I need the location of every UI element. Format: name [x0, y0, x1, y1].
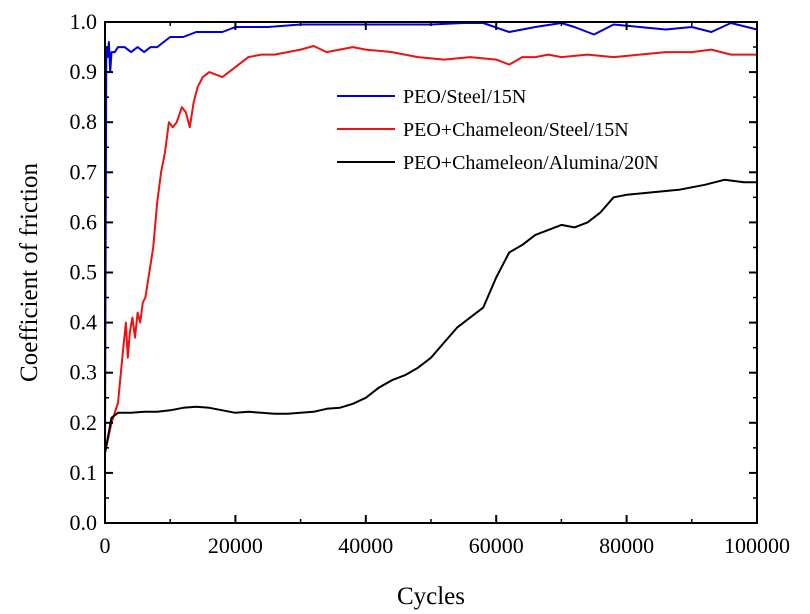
legend-label-1: PEO/Steel/15N	[403, 86, 526, 108]
y-tick-label: 0.3	[70, 360, 98, 385]
y-tick-label: 0.2	[70, 410, 98, 435]
x-axis-title: Cycles	[397, 583, 465, 610]
ticks-layer: 0 20000 40000 60000 80000 100000 0.0 0.1 0.2 0.3 0…	[70, 9, 791, 558]
y-tick-label: 0.6	[70, 209, 98, 234]
y-tick-label: 0.1	[70, 460, 98, 485]
x-tick-label: 80000	[599, 533, 654, 558]
series-line-2	[104, 45, 757, 454]
x-tick-label: 100000	[724, 533, 790, 558]
y-tick-label: 0.9	[70, 59, 98, 84]
x-tick-label: 60000	[469, 533, 524, 558]
y-tick-label: 0.5	[70, 260, 98, 285]
y-tick-label: 0.8	[70, 109, 98, 134]
y-axis-title: Coefficient of friction	[16, 163, 43, 382]
y-tick-label: 0.0	[70, 510, 98, 535]
legend-label-3: PEO+Chameleon/Alumina/20N	[403, 152, 659, 174]
legend-label-2: PEO+Chameleon/Steel/15N	[403, 119, 629, 141]
y-tick-label: 0.4	[70, 310, 98, 335]
y-tick-label: 0.7	[70, 159, 98, 184]
x-tick-label: 0	[100, 533, 111, 558]
series-line-3	[104, 178, 757, 454]
y-tick-label: 1.0	[70, 9, 98, 34]
plot-frame	[104, 21, 758, 524]
legend: PEO/Steel/15N PEO+Chameleon/Steel/15N PEO+…	[337, 86, 659, 174]
x-tick-label: 20000	[208, 533, 263, 558]
x-tick-label: 40000	[338, 533, 393, 558]
